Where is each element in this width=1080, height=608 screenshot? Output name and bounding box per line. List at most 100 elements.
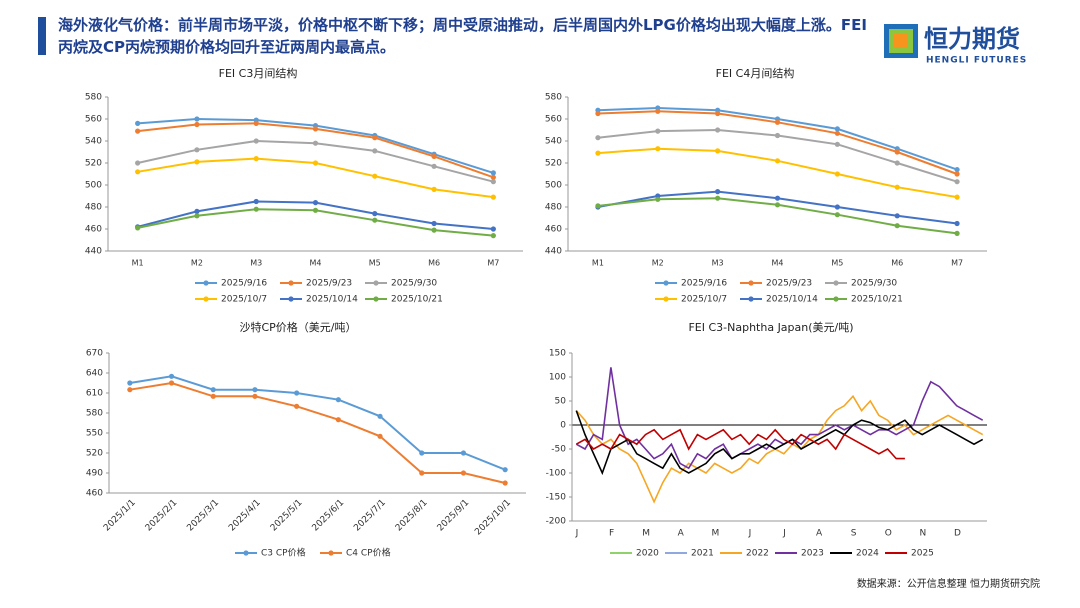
legend-label: 2021 [691, 549, 714, 559]
legend-marker [288, 280, 294, 286]
y-tick-label: 480 [85, 203, 102, 213]
y-tick-label: 460 [86, 489, 103, 499]
legend-marker [243, 550, 249, 556]
series-line [137, 200, 494, 230]
data-point [834, 212, 840, 218]
series-line [129, 381, 506, 484]
logo-cn: 恒力期货 [924, 25, 1020, 53]
data-point [312, 126, 319, 132]
data-point [194, 116, 200, 122]
data-point [894, 149, 900, 155]
data-point [595, 110, 601, 117]
y-tick-label: 540 [85, 137, 102, 147]
data-point [431, 163, 437, 169]
data-point [715, 110, 721, 117]
y-tick-label: 560 [85, 115, 102, 125]
legend-label: 2025/10/21 [391, 295, 443, 305]
x-tick-label: A [816, 529, 823, 539]
data-point [294, 390, 300, 396]
legend-marker [748, 296, 754, 302]
data-point [431, 153, 437, 159]
data-point [490, 179, 496, 185]
x-tick-label: 2025/4/1 [227, 498, 263, 534]
legend-label: 2025/9/30 [851, 279, 897, 289]
data-point [194, 147, 200, 153]
data-point [595, 150, 601, 156]
x-tick-label: J [575, 529, 579, 539]
y-tick-label: 610 [86, 389, 103, 399]
legend-marker [833, 280, 839, 286]
data-point [774, 132, 781, 139]
legend-label: C3 CP价格 [261, 547, 306, 559]
legend-label: 2023 [801, 549, 824, 559]
x-tick-label: M5 [831, 259, 843, 268]
data-point [419, 470, 425, 476]
data-point [312, 140, 319, 146]
x-tick-label: 2025/7/1 [352, 498, 388, 534]
data-point [312, 160, 319, 166]
legend-label: 2025/10/14 [766, 295, 818, 305]
legend-label: 2025 [911, 549, 934, 559]
logo-en: HENGLI FUTURES [926, 56, 1027, 66]
y-tick-label: 520 [86, 449, 103, 459]
data-point [954, 171, 960, 177]
y-tick-label: 460 [85, 225, 102, 235]
legend-label: 2025/9/30 [391, 279, 437, 289]
legend-label: C4 CP价格 [346, 547, 391, 559]
x-tick-label: N [919, 529, 926, 539]
data-point [774, 195, 781, 201]
x-tick-label: D [954, 529, 961, 539]
x-tick-label: M1 [592, 259, 604, 268]
data-point [135, 120, 141, 126]
x-tick-label: S [851, 529, 857, 539]
x-tick-label: F [609, 529, 614, 539]
data-point [372, 217, 378, 223]
data-point [715, 127, 721, 133]
x-tick-label: M3 [250, 259, 262, 268]
x-tick-label: J [782, 529, 786, 539]
legend-marker [373, 296, 379, 302]
y-tick-label: -50 [551, 445, 566, 455]
y-tick-label: 490 [86, 469, 103, 479]
y-tick-label: 480 [545, 203, 562, 213]
y-tick-label: -200 [546, 517, 567, 527]
y-tick-label: 640 [86, 369, 103, 379]
data-point [431, 227, 437, 233]
x-tick-label: M6 [428, 259, 440, 268]
data-point [312, 200, 319, 206]
data-point [834, 171, 840, 177]
x-tick-label: A [678, 529, 685, 539]
y-tick-label: 540 [545, 137, 562, 147]
x-tick-label: 2025/1/1 [102, 498, 138, 534]
legend-label: 2025/9/23 [766, 279, 812, 289]
legend-label: 2025/10/21 [851, 295, 903, 305]
data-point [253, 120, 259, 126]
data-point [490, 194, 496, 200]
data-point [715, 148, 721, 154]
chart-title: 沙特CP价格（美元/吨） [239, 320, 356, 334]
y-tick-label: 580 [545, 93, 562, 103]
data-point [168, 380, 175, 386]
data-point [774, 119, 781, 125]
header-title: 海外液化气价格：前半周市场平淡，价格中枢不断下移；周中受原油推动，后半周国内外L… [58, 16, 867, 56]
legend-label: 2025/10/14 [306, 295, 358, 305]
data-point [502, 467, 508, 473]
legend-marker [833, 296, 839, 302]
x-tick-label: 2025/6/1 [311, 498, 347, 534]
data-point [834, 126, 840, 132]
x-tick-label: 2025/3/1 [185, 498, 221, 534]
data-point [460, 470, 467, 476]
data-point [490, 170, 496, 176]
data-point [253, 198, 259, 205]
data-point [490, 226, 496, 232]
x-tick-label: M2 [652, 259, 664, 268]
y-tick-label: 150 [549, 349, 566, 359]
data-point [834, 141, 840, 147]
series-line [575, 394, 984, 504]
y-tick-label: 580 [86, 409, 103, 419]
data-point [127, 380, 133, 386]
x-tick-label: M [711, 529, 719, 539]
x-tick-label: 2025/2/1 [144, 498, 180, 534]
data-point [335, 417, 341, 423]
